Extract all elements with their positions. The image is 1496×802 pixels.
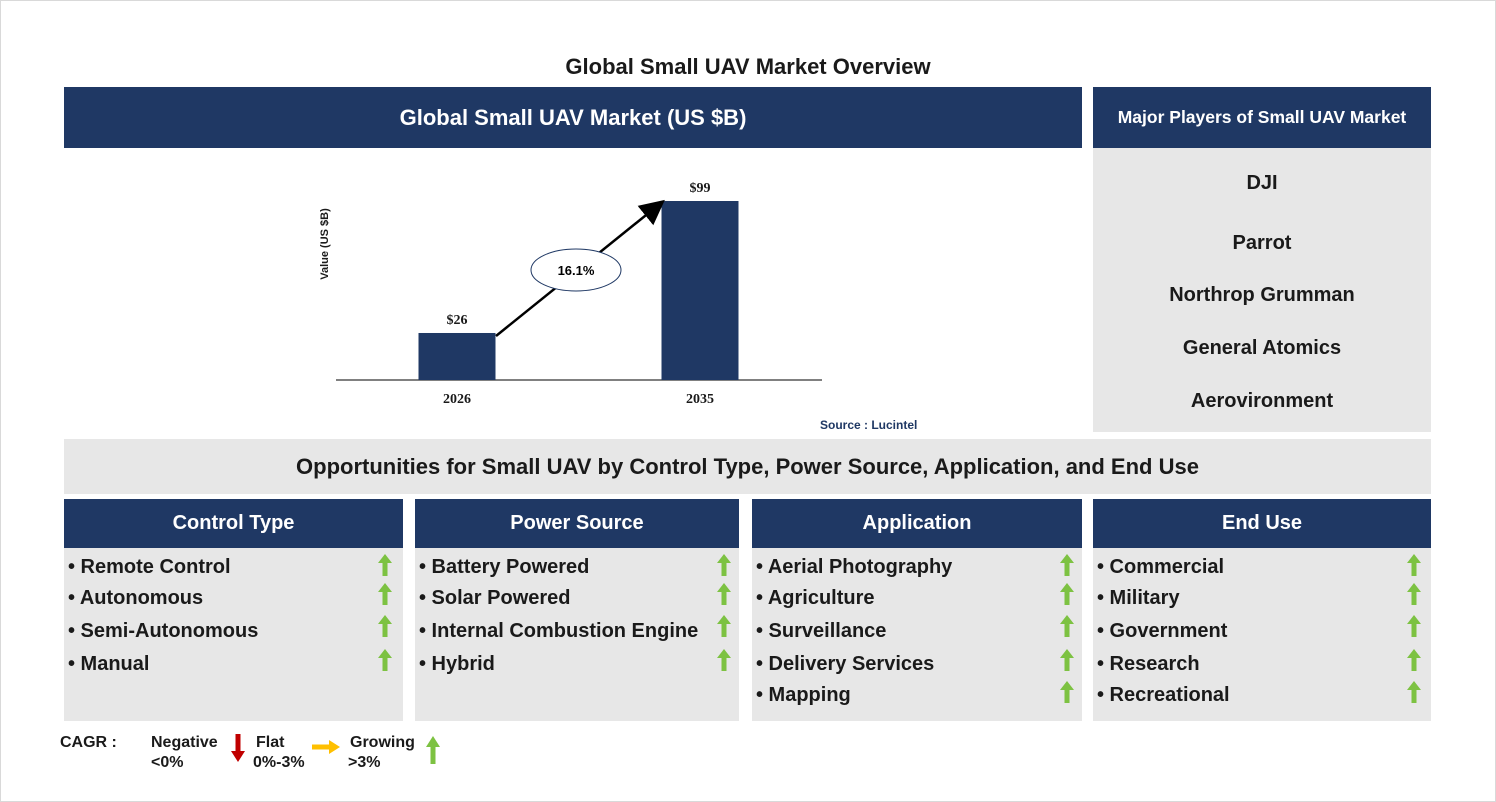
up-arrow-icon — [378, 554, 392, 576]
up-arrow-icon — [1060, 681, 1074, 703]
up-arrow-icon — [717, 649, 731, 671]
list-item: • Military — [1097, 587, 1180, 609]
up-arrow-icon — [1060, 554, 1074, 576]
x-tick-label: 2026 — [443, 392, 471, 407]
up-arrow-icon — [1060, 583, 1074, 605]
legend-negative-range: <0% — [151, 754, 184, 771]
column-panel-control-type: • Remote Control • Autonomous • Semi-Aut… — [64, 548, 403, 721]
list-item: • Manual — [68, 653, 150, 675]
legend-flat-range: 0%-3% — [253, 754, 305, 771]
player-item: Aerovironment — [1190, 390, 1334, 412]
column-header-end-use: End Use — [1093, 499, 1431, 548]
page-title: Global Small UAV Market Overview — [565, 54, 931, 79]
bar-2026 — [418, 332, 496, 380]
list-item: • Commercial — [1097, 556, 1225, 578]
up-arrow-icon — [717, 554, 731, 576]
column-panel-application: • Aerial Photography • Agriculture • Sur… — [752, 548, 1082, 721]
list-item: • Semi-Autonomous — [68, 620, 259, 642]
column-panel-end-use: • Commercial • Military • Government • R… — [1093, 548, 1431, 721]
player-item: General Atomics — [1182, 337, 1342, 359]
player-item: DJI — [1246, 172, 1278, 194]
up-arrow-icon — [378, 583, 392, 605]
list-item: • Surveillance — [756, 620, 887, 642]
players-panel: DJI Parrot Northrop Grumman General Atom… — [1093, 148, 1431, 432]
up-arrow-icon — [378, 649, 392, 671]
list-item: • Government — [1097, 620, 1228, 642]
column-header-application: Application — [752, 499, 1082, 548]
up-arrow-icon — [1407, 554, 1421, 576]
down-arrow-icon — [231, 734, 245, 762]
opportunities-title: Opportunities for Small UAV by Control T… — [64, 439, 1431, 494]
list-item: • Hybrid — [419, 653, 495, 675]
column-header-power-source: Power Source — [415, 499, 739, 548]
chart-header: Global Small UAV Market (US $B) — [64, 87, 1082, 148]
market-bar-chart: Value (US $B) $26 2026 $99 2035 16.1% — [319, 181, 822, 407]
list-item: • Solar Powered — [419, 587, 571, 609]
bar-2035 — [661, 201, 739, 380]
column-header-control-type: Control Type — [64, 499, 403, 548]
up-arrow-icon — [378, 615, 392, 637]
player-item: Northrop Grumman — [1169, 284, 1355, 306]
legend-cagr-label: CAGR : — [60, 734, 117, 751]
cagr-ellipse — [530, 248, 622, 292]
list-item: • Research — [1097, 653, 1200, 675]
bar-value-label: $99 — [690, 181, 711, 196]
legend-growing-label: Growing — [350, 734, 415, 751]
x-tick-label: 2035 — [686, 392, 714, 407]
column-panel-power-source: • Battery Powered • Solar Powered • Inte… — [415, 548, 739, 721]
source-note: Source : Lucintel — [820, 418, 918, 432]
list-item: • Agriculture — [756, 587, 875, 609]
list-item: • Autonomous — [68, 587, 204, 609]
legend-negative-label: Negative — [151, 734, 218, 751]
bar-value-label: $26 — [447, 313, 468, 328]
up-arrow-icon — [1407, 649, 1421, 671]
up-arrow-icon — [1407, 615, 1421, 637]
player-item: Parrot — [1232, 232, 1292, 254]
up-arrow-icon — [717, 615, 731, 637]
list-item: • Delivery Services — [756, 653, 935, 675]
up-arrow-icon — [1407, 583, 1421, 605]
up-arrow-icon — [1060, 649, 1074, 671]
cagr-label: 16.1% — [558, 263, 595, 278]
right-arrow-icon — [312, 740, 340, 754]
legend-growing-range: >3% — [348, 754, 381, 771]
list-item: • Internal Combustion Engine — [419, 620, 699, 642]
list-item: • Mapping — [756, 684, 851, 706]
legend-flat-label: Flat — [256, 734, 285, 751]
up-arrow-icon — [1407, 681, 1421, 703]
list-item: • Remote Control — [68, 556, 231, 578]
list-item: • Recreational — [1097, 684, 1230, 706]
y-axis-label: Value (US $B) — [319, 208, 331, 280]
players-header: Major Players of Small UAV Market — [1093, 87, 1431, 148]
up-arrow-icon — [1060, 615, 1074, 637]
list-item: • Battery Powered — [419, 556, 590, 578]
up-arrow-icon — [426, 736, 440, 764]
up-arrow-icon — [717, 583, 731, 605]
list-item: • Aerial Photography — [756, 556, 953, 578]
